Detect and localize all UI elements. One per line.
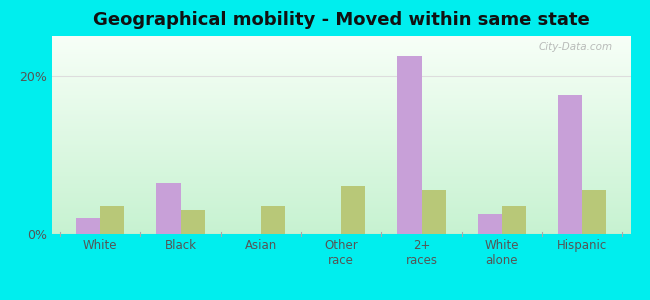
Bar bbox=[582, 190, 606, 234]
Bar bbox=[558, 95, 582, 234]
Bar bbox=[398, 56, 422, 234]
Legend: Medina, TN, Tennessee: Medina, TN, Tennessee bbox=[207, 297, 476, 300]
Title: Geographical mobility - Moved within same state: Geographical mobility - Moved within sam… bbox=[93, 11, 590, 29]
Bar bbox=[76, 218, 100, 234]
Bar bbox=[261, 206, 285, 234]
Bar bbox=[502, 206, 526, 234]
Text: City-Data.com: City-Data.com bbox=[539, 42, 613, 52]
Bar bbox=[181, 210, 205, 234]
Bar bbox=[100, 206, 124, 234]
Bar bbox=[422, 190, 446, 234]
Bar bbox=[157, 182, 181, 234]
Bar bbox=[341, 187, 365, 234]
Bar bbox=[478, 214, 502, 234]
